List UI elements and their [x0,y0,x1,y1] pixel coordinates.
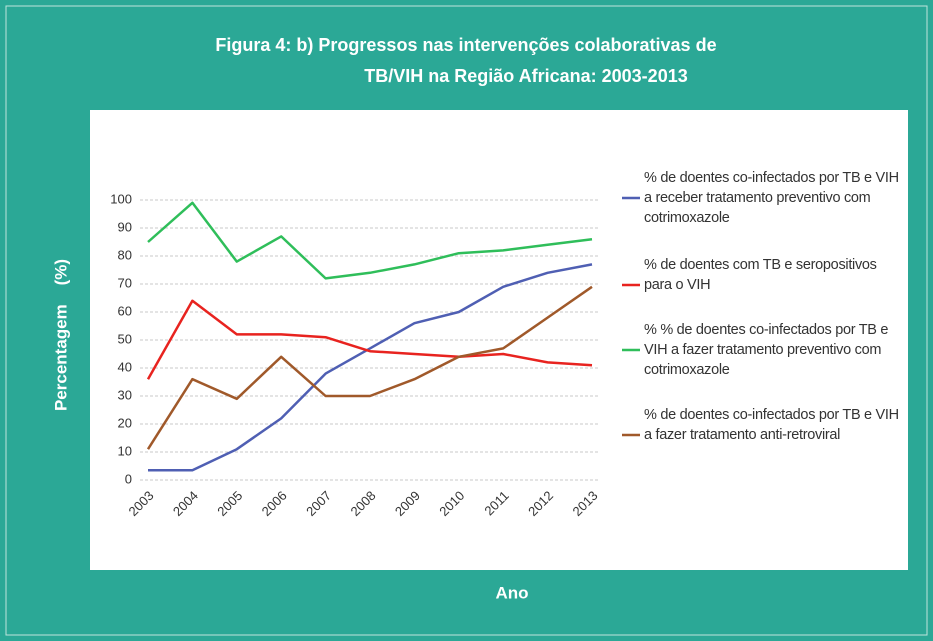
series-line [148,263,593,472]
legend-label: % de doentes co-infectados por TB e VIH … [644,170,899,226]
y-tick-label: 70 [118,275,132,290]
legend-label: % % de doentes co-infectados por TB e VI… [644,322,889,378]
legend-label: % de doentes com TB e seropositivos para… [644,257,877,293]
frame [5,5,928,636]
chart-title: Figura 4: b) Progressos nas intervenções… [215,35,716,55]
y-tick-label: 60 [118,303,132,318]
y-tick-label: 50 [118,331,132,346]
y-tick-label: 30 [118,387,132,402]
y-axis-label: Percentagem (%) [51,259,70,411]
y-tick-label: 20 [118,415,132,430]
x-axis-label: Ano [495,583,528,602]
y-tick-label: 90 [118,219,132,234]
y-tick-label: 0 [125,471,132,486]
series-line [147,201,593,280]
chart-title: TB/VIH na Região Africana: 2003-2013 [364,66,687,86]
y-tick-label: 10 [118,443,132,458]
y-tick-label: 80 [118,247,132,262]
series-line [146,299,593,380]
legend-label: % de doentes co-infectados por TB e VIH … [644,407,899,443]
y-tick-label: 100 [110,191,132,206]
y-tick-label: 40 [118,359,132,374]
series-line [146,285,593,450]
